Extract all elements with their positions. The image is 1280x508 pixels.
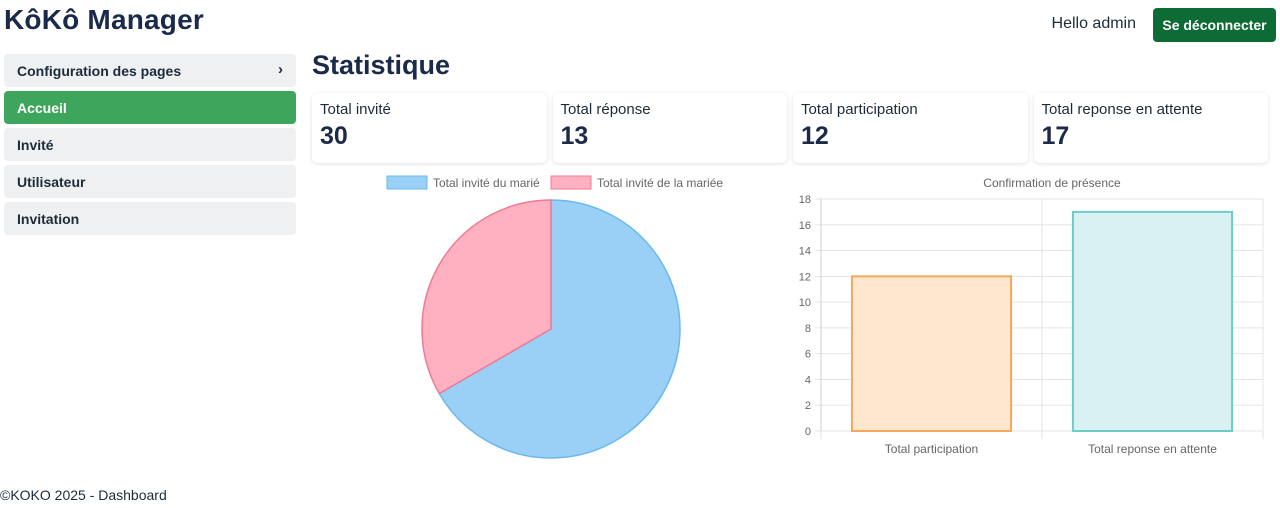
top-bar: KôKô Manager Hello admin Se déconnecter <box>0 0 1280 46</box>
pie-slice <box>421 199 552 395</box>
y-tick-label: 14 <box>799 246 811 258</box>
sidebar-item-accueil[interactable]: Accueil <box>4 91 296 124</box>
pie-slice <box>438 199 681 459</box>
sidebar-item-invite[interactable]: Invité <box>4 128 296 161</box>
x-tick-label: Total participation <box>885 442 978 456</box>
legend-swatch <box>386 175 428 190</box>
pie-chart-container: Total invité du marié Total invité de la … <box>312 170 790 466</box>
sidebar-item-utilisateur[interactable]: Utilisateur <box>4 165 296 198</box>
y-tick-label: 2 <box>805 400 811 412</box>
y-tick-label: 10 <box>799 297 811 309</box>
sidebar-item-invitation[interactable]: Invitation <box>4 202 296 235</box>
stat-card-total-invite: Total invité 30 <box>312 93 547 163</box>
sidebar: Configuration des pages › Accueil Invité… <box>4 54 296 239</box>
y-tick-label: 6 <box>805 349 811 361</box>
legend-label: Total invité de la mariée <box>597 176 723 190</box>
y-tick-label: 4 <box>805 374 811 386</box>
stat-card-label: Total participation <box>801 101 918 118</box>
footer-text: ©KOKO 2025 - Dashboard <box>0 487 167 503</box>
pie-chart: Total invité du marié Total invité de la … <box>386 175 723 459</box>
legend-label: Total invité du marié <box>433 176 540 190</box>
legend-swatch <box>550 175 592 190</box>
bar <box>1071 210 1234 433</box>
sidebar-item-label: Invitation <box>17 211 80 227</box>
stat-card-value: 13 <box>560 122 589 150</box>
stat-card-value: 30 <box>320 122 348 150</box>
stat-card-total-participation: Total participation 12 <box>793 93 1028 163</box>
stat-card-total-attente: Total reponse en attente 17 <box>1033 93 1268 163</box>
chart-title: Confirmation de présence <box>983 176 1121 190</box>
bar-chart: Confirmation de présence 0 2 4 6 8 10 12 14 16 18 T… <box>799 176 1264 456</box>
stat-card-value: 17 <box>1041 122 1070 150</box>
bar <box>850 275 1013 433</box>
y-tick-label: 0 <box>805 426 811 438</box>
logout-button[interactable]: Se déconnecter <box>1153 8 1276 42</box>
sidebar-item-label: Configuration des pages <box>17 63 182 79</box>
stat-card-label: Total invité <box>320 101 391 118</box>
bar-chart-container: Confirmation de présence 0 2 4 6 8 10 12 14 16 18 T… <box>784 170 1268 466</box>
y-tick-label: 16 <box>799 220 811 232</box>
sidebar-item-label: Utilisateur <box>17 174 86 190</box>
sidebar-item-label: Accueil <box>17 100 67 116</box>
brand-title: KôKô Manager <box>4 4 204 35</box>
stat-card-value: 12 <box>801 122 829 150</box>
chevron-right-icon: › <box>278 61 283 78</box>
greeting-text: Hello admin <box>1051 15 1136 32</box>
stat-cards: Total invité 30 Total réponse 13 Total p… <box>312 93 1268 163</box>
sidebar-item-configuration[interactable]: Configuration des pages › <box>4 54 296 87</box>
y-tick-label: 18 <box>799 194 811 206</box>
page-title: Statistique <box>312 50 451 80</box>
y-tick-label: 12 <box>799 271 811 283</box>
stat-card-total-reponse: Total réponse 13 <box>552 93 787 163</box>
x-tick-label: Total reponse en attente <box>1088 442 1217 456</box>
y-tick-label: 8 <box>805 323 811 335</box>
stat-card-label: Total réponse <box>560 101 651 118</box>
sidebar-item-label: Invité <box>17 137 54 153</box>
stat-card-label: Total reponse en attente <box>1041 101 1203 118</box>
